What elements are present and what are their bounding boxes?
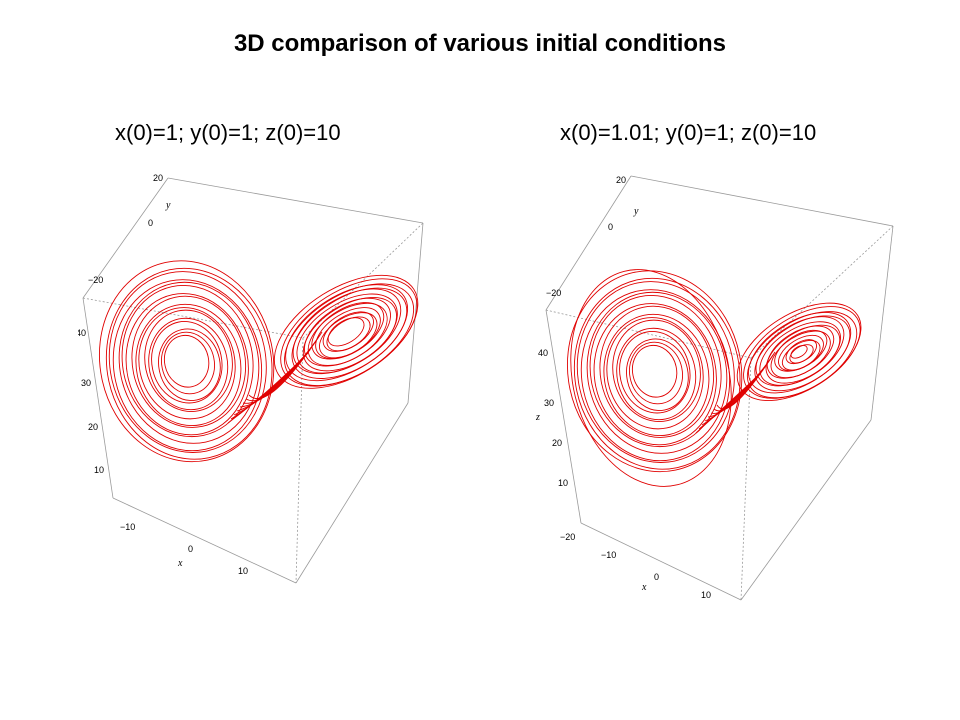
trajectory-loop	[131, 295, 247, 428]
trajectory-loop	[589, 295, 722, 448]
trajectory-loop	[770, 330, 831, 379]
trajectory-loop	[576, 281, 735, 463]
trajectory-loop	[599, 305, 715, 438]
trajectory-loop	[586, 291, 728, 454]
trajectory-loop	[108, 271, 267, 453]
trajectory-loop	[580, 289, 731, 462]
right-plot-caption: x(0)=1.01; y(0)=1; z(0)=10	[560, 120, 817, 145]
x-tick-label: 10	[238, 566, 248, 576]
trajectory-loop	[158, 328, 221, 401]
trajectory-loop	[163, 334, 210, 388]
y-axis-ticks: 20 0 −20 y	[546, 175, 639, 298]
x-axis-label: x	[177, 558, 183, 569]
y-tick-label: 20	[153, 173, 163, 183]
y-axis-ticks: 20 0 −20 y	[88, 173, 171, 285]
x-axis-ticks: −10 0 10 x	[120, 522, 248, 576]
trajectory-loop	[743, 306, 861, 399]
trajectory-loop	[631, 344, 678, 398]
trajectory-loop	[118, 281, 260, 444]
z-tick-label: 30	[544, 398, 554, 408]
trajectory-loop	[311, 302, 385, 360]
trajectory-loop	[755, 316, 845, 387]
z-tick-label: 20	[552, 438, 562, 448]
x-tick-label: −10	[120, 522, 135, 532]
x-tick-label: −10	[601, 550, 616, 560]
trajectory-loop	[573, 277, 741, 470]
trajectory-loop	[315, 307, 381, 359]
trajectory-loop	[292, 288, 402, 375]
trajectory-loop	[619, 331, 691, 414]
trajectory-loop	[626, 338, 689, 411]
trajectory-strand	[248, 331, 323, 400]
trajectory-loop	[121, 285, 254, 438]
trajectory-loop	[291, 287, 408, 379]
trajectory-loop	[98, 260, 275, 463]
outer-trajectory-loop	[570, 269, 732, 487]
y-axis-label: y	[633, 206, 639, 217]
trajectory-loop	[736, 302, 862, 401]
trajectory-loop	[566, 270, 743, 473]
y-tick-label: −20	[546, 288, 561, 298]
z-tick-label: 10	[94, 465, 104, 475]
trajectory-loop	[593, 303, 717, 446]
x-axis-label: x	[641, 582, 647, 593]
trajectory-loop	[790, 345, 808, 359]
z-tick-label: 30	[81, 378, 91, 388]
x-tick-label: −20	[560, 532, 575, 542]
trajectory-loop	[138, 307, 236, 420]
trajectory-loop	[148, 317, 229, 411]
trajectory-loop	[785, 339, 818, 365]
trajectory-strand	[242, 337, 319, 404]
z-tick-label: 40	[538, 348, 548, 358]
trajectory-loop	[125, 293, 249, 436]
trajectory-loop	[603, 313, 710, 437]
page-title: 3D comparison of various initial conditi…	[233, 30, 727, 57]
trajectory-loop	[151, 321, 223, 404]
left-plot-caption: x(0)=1; y(0)=1; z(0)=10	[115, 120, 341, 145]
left-3d-plot: 20 0 −20 y 40 30 20 10 z −10 0 10 x	[78, 173, 424, 584]
trajectory-strand	[716, 351, 776, 410]
trajectory-loop	[629, 341, 683, 405]
trajectory-loop	[322, 311, 374, 352]
trajectory-loop	[307, 302, 388, 366]
y-tick-label: 0	[148, 218, 153, 228]
trajectory-loop	[766, 325, 835, 379]
trajectory-loop	[161, 331, 215, 395]
trajectory-loop	[616, 327, 697, 421]
trajectory-loop	[105, 267, 273, 460]
y-axis-label: y	[165, 200, 171, 211]
trajectory-loop	[112, 279, 263, 452]
trajectory-loop	[144, 309, 233, 412]
x-tick-label: 0	[188, 544, 193, 554]
attractor-trajectory	[566, 270, 862, 473]
attractor-trajectory	[98, 260, 419, 463]
z-axis-label: z	[535, 412, 540, 423]
trajectory-loop	[273, 274, 419, 389]
y-tick-label: −20	[88, 275, 103, 285]
trajectory-loop	[612, 319, 701, 422]
z-tick-label: 20	[88, 422, 98, 432]
z-tick-label: 40	[78, 328, 86, 338]
z-axis-ticks: 40 30 20 10 z	[78, 328, 104, 475]
z-axis-ticks: 40 30 20 10 z	[535, 348, 568, 488]
right-3d-plot: 20 0 −20 y 40 30 20 10 z −20 −10 0 10 x	[535, 175, 894, 601]
trajectory-loop	[135, 303, 242, 427]
trajectory-loop	[759, 321, 841, 386]
trajectory-loop	[774, 329, 828, 372]
trajectory-loop	[327, 317, 365, 347]
z-tick-label: 10	[558, 478, 568, 488]
trajectory-loop	[285, 284, 409, 382]
y-tick-label: 20	[616, 175, 626, 185]
x-axis-ticks: −20 −10 0 10 x	[560, 532, 711, 600]
x-tick-label: 0	[654, 572, 659, 582]
trajectory-loop	[606, 317, 704, 430]
x-tick-label: 10	[701, 590, 711, 600]
bounding-box	[545, 175, 894, 601]
y-tick-label: 0	[608, 222, 613, 232]
trajectory-loop	[303, 297, 391, 367]
